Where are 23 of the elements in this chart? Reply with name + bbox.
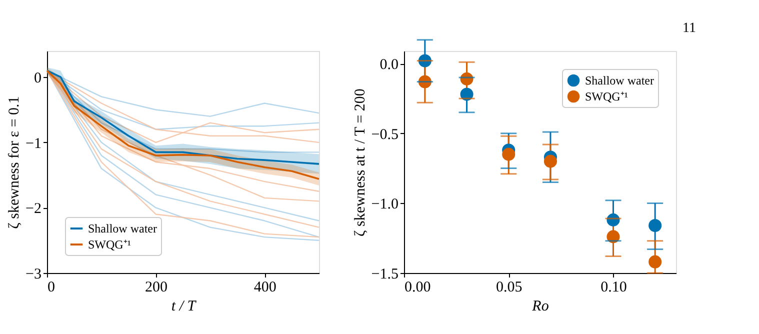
legend-label: Shallow water xyxy=(585,74,654,88)
x-tick-label: 0.05 xyxy=(496,280,522,296)
y-tick-label: −1 xyxy=(26,136,42,152)
x-tick-label: 0.10 xyxy=(600,280,627,296)
y-axis-title: ζ skewness for ε = 0.1 xyxy=(6,96,23,229)
x-tick-label: 400 xyxy=(254,280,276,296)
legend-label: Shallow water xyxy=(88,222,157,236)
text: 11 xyxy=(682,21,696,36)
x-tick-label: 0 xyxy=(48,280,55,296)
y-tick-label: 0.0 xyxy=(380,57,398,74)
x-tick-label: 200 xyxy=(145,280,168,296)
y-tick-label: −2 xyxy=(26,201,42,218)
x-axis-title: Ro xyxy=(531,298,550,314)
y-tick-label: −1.0 xyxy=(371,196,398,213)
y-tick-label: −3 xyxy=(26,266,42,282)
y-tick-label: 0 xyxy=(34,70,42,87)
x-axis-title: t / T xyxy=(171,298,198,314)
y-tick-label: −0.5 xyxy=(371,126,398,143)
x-tick-label: 0.00 xyxy=(404,280,431,296)
legend-label: SWQG⁺¹ xyxy=(585,90,628,104)
y-tick-label: −1.5 xyxy=(371,266,398,282)
y-axis-title: ζ skewness at t / T = 200 xyxy=(352,88,368,236)
legend-label: SWQG⁺¹ xyxy=(88,238,132,252)
